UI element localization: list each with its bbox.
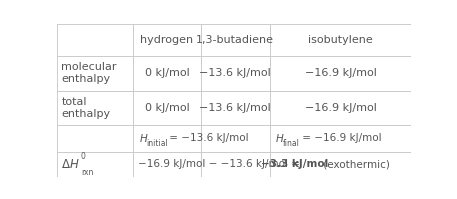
Text: = −16.9 kJ/mol: = −16.9 kJ/mol	[299, 133, 382, 143]
Text: 0 kJ/mol: 0 kJ/mol	[144, 68, 189, 78]
Text: (exothermic): (exothermic)	[320, 159, 390, 170]
Text: −16.9 kJ/mol: −16.9 kJ/mol	[304, 103, 377, 113]
Text: 0 kJ/mol: 0 kJ/mol	[144, 103, 189, 113]
Text: molecular
enthalpy: molecular enthalpy	[61, 62, 117, 84]
Text: 0: 0	[81, 152, 86, 161]
Text: 1,3-butadiene: 1,3-butadiene	[196, 35, 274, 45]
Text: initial: initial	[146, 139, 168, 148]
Text: −16.9 kJ/mol − −13.6 kJ/mol =: −16.9 kJ/mol − −13.6 kJ/mol =	[138, 159, 303, 170]
Text: total
enthalpy: total enthalpy	[61, 97, 111, 119]
Text: hydrogen: hydrogen	[140, 35, 193, 45]
Text: $\Delta\mathit{H}$: $\Delta\mathit{H}$	[61, 158, 80, 171]
Text: final: final	[283, 139, 300, 148]
Text: −3.3 kJ/mol: −3.3 kJ/mol	[261, 159, 328, 170]
Text: −16.9 kJ/mol: −16.9 kJ/mol	[304, 68, 377, 78]
Text: = −13.6 kJ/mol: = −13.6 kJ/mol	[166, 133, 249, 143]
Text: $\mathit{H}$: $\mathit{H}$	[275, 132, 284, 144]
Text: rxn: rxn	[81, 168, 93, 177]
Text: isobutylene: isobutylene	[308, 35, 373, 45]
Text: $\mathit{H}$: $\mathit{H}$	[138, 132, 148, 144]
Text: −13.6 kJ/mol: −13.6 kJ/mol	[199, 68, 271, 78]
Text: −13.6 kJ/mol: −13.6 kJ/mol	[199, 103, 271, 113]
